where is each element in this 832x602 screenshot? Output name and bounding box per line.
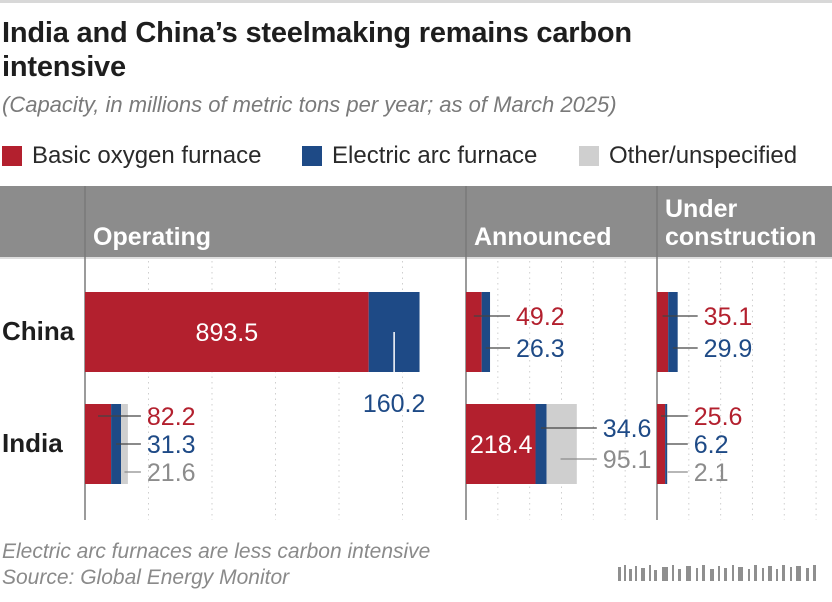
data-label-announced-india-bof: 218.4 <box>470 431 533 459</box>
legend-swatch-eaf <box>302 146 322 166</box>
data-label-under-construction-india-electric-arc-furnace: 6.2 <box>694 431 729 459</box>
data-label-under-construction-india-other-unspecified: 2.1 <box>694 459 729 487</box>
bar-under-construction-china-basic-oxygen-furnace <box>657 292 669 372</box>
data-label-operating-china-eaf: 160.2 <box>363 390 426 418</box>
footnote: Electric arc furnaces are less carbon in… <box>2 540 431 563</box>
bar-announced-china-basic-oxygen-furnace <box>466 292 482 372</box>
data-label-announced-china-electric-arc-furnace: 26.3 <box>516 335 565 363</box>
source-note: Source: Global Energy Monitor <box>2 566 290 589</box>
data-label-under-construction-china-basic-oxygen-furnace: 35.1 <box>704 303 753 331</box>
chart-subtitle: (Capacity, in millions of metric tons pe… <box>2 92 617 117</box>
legend-label-bof: Basic oxygen furnace <box>32 142 262 169</box>
bar-announced-india-basic-oxygen-furnace <box>466 404 536 484</box>
legend-swatch-bof <box>2 146 22 166</box>
panel-header-under-construction-line1: Under <box>665 195 738 223</box>
chart-title: India and China’s steelmaking remains ca… <box>2 17 632 83</box>
bar-announced-china-electric-arc-furnace <box>481 292 491 372</box>
bar-announced-india-other-unspecified <box>546 404 577 484</box>
panel-header-operating: Operating <box>93 223 211 251</box>
bar-operating-china-basic-oxygen-furnace <box>85 292 369 372</box>
category-label-china: China <box>2 316 75 346</box>
bar-announced-india-electric-arc-furnace <box>535 404 547 484</box>
header-band <box>0 186 832 257</box>
panel-header-under-construction-line2: construction <box>665 223 816 251</box>
legend-label-eaf: Electric arc furnace <box>332 142 538 169</box>
watermark-mark <box>618 565 816 581</box>
category-label-india: India <box>2 428 63 458</box>
bar-under-construction-china-electric-arc-furnace <box>668 292 678 372</box>
panel-header-announced: Announced <box>474 223 612 251</box>
data-label-announced-china-basic-oxygen-furnace: 49.2 <box>516 303 565 331</box>
data-label-under-construction-india-basic-oxygen-furnace: 25.6 <box>694 403 743 431</box>
data-label-announced-india-other: 95.1 <box>603 446 652 474</box>
data-label-operating-india-electric-arc-furnace: 31.3 <box>147 431 196 459</box>
data-label-under-construction-china-electric-arc-furnace: 29.9 <box>704 335 753 363</box>
data-label-operating-china-bof: 893.5 <box>196 319 259 347</box>
legend-swatch-other <box>579 146 599 166</box>
data-label-operating-india-other-unspecified: 21.6 <box>147 459 196 487</box>
bar-under-construction-india-basic-oxygen-furnace <box>657 404 666 484</box>
legend-label-other: Other/unspecified <box>609 142 798 169</box>
data-label-operating-india-basic-oxygen-furnace: 82.2 <box>147 403 196 431</box>
bar-operating-india-basic-oxygen-furnace <box>85 404 112 484</box>
top-rule <box>0 0 832 3</box>
data-label-announced-india-eaf: 34.6 <box>603 415 652 443</box>
